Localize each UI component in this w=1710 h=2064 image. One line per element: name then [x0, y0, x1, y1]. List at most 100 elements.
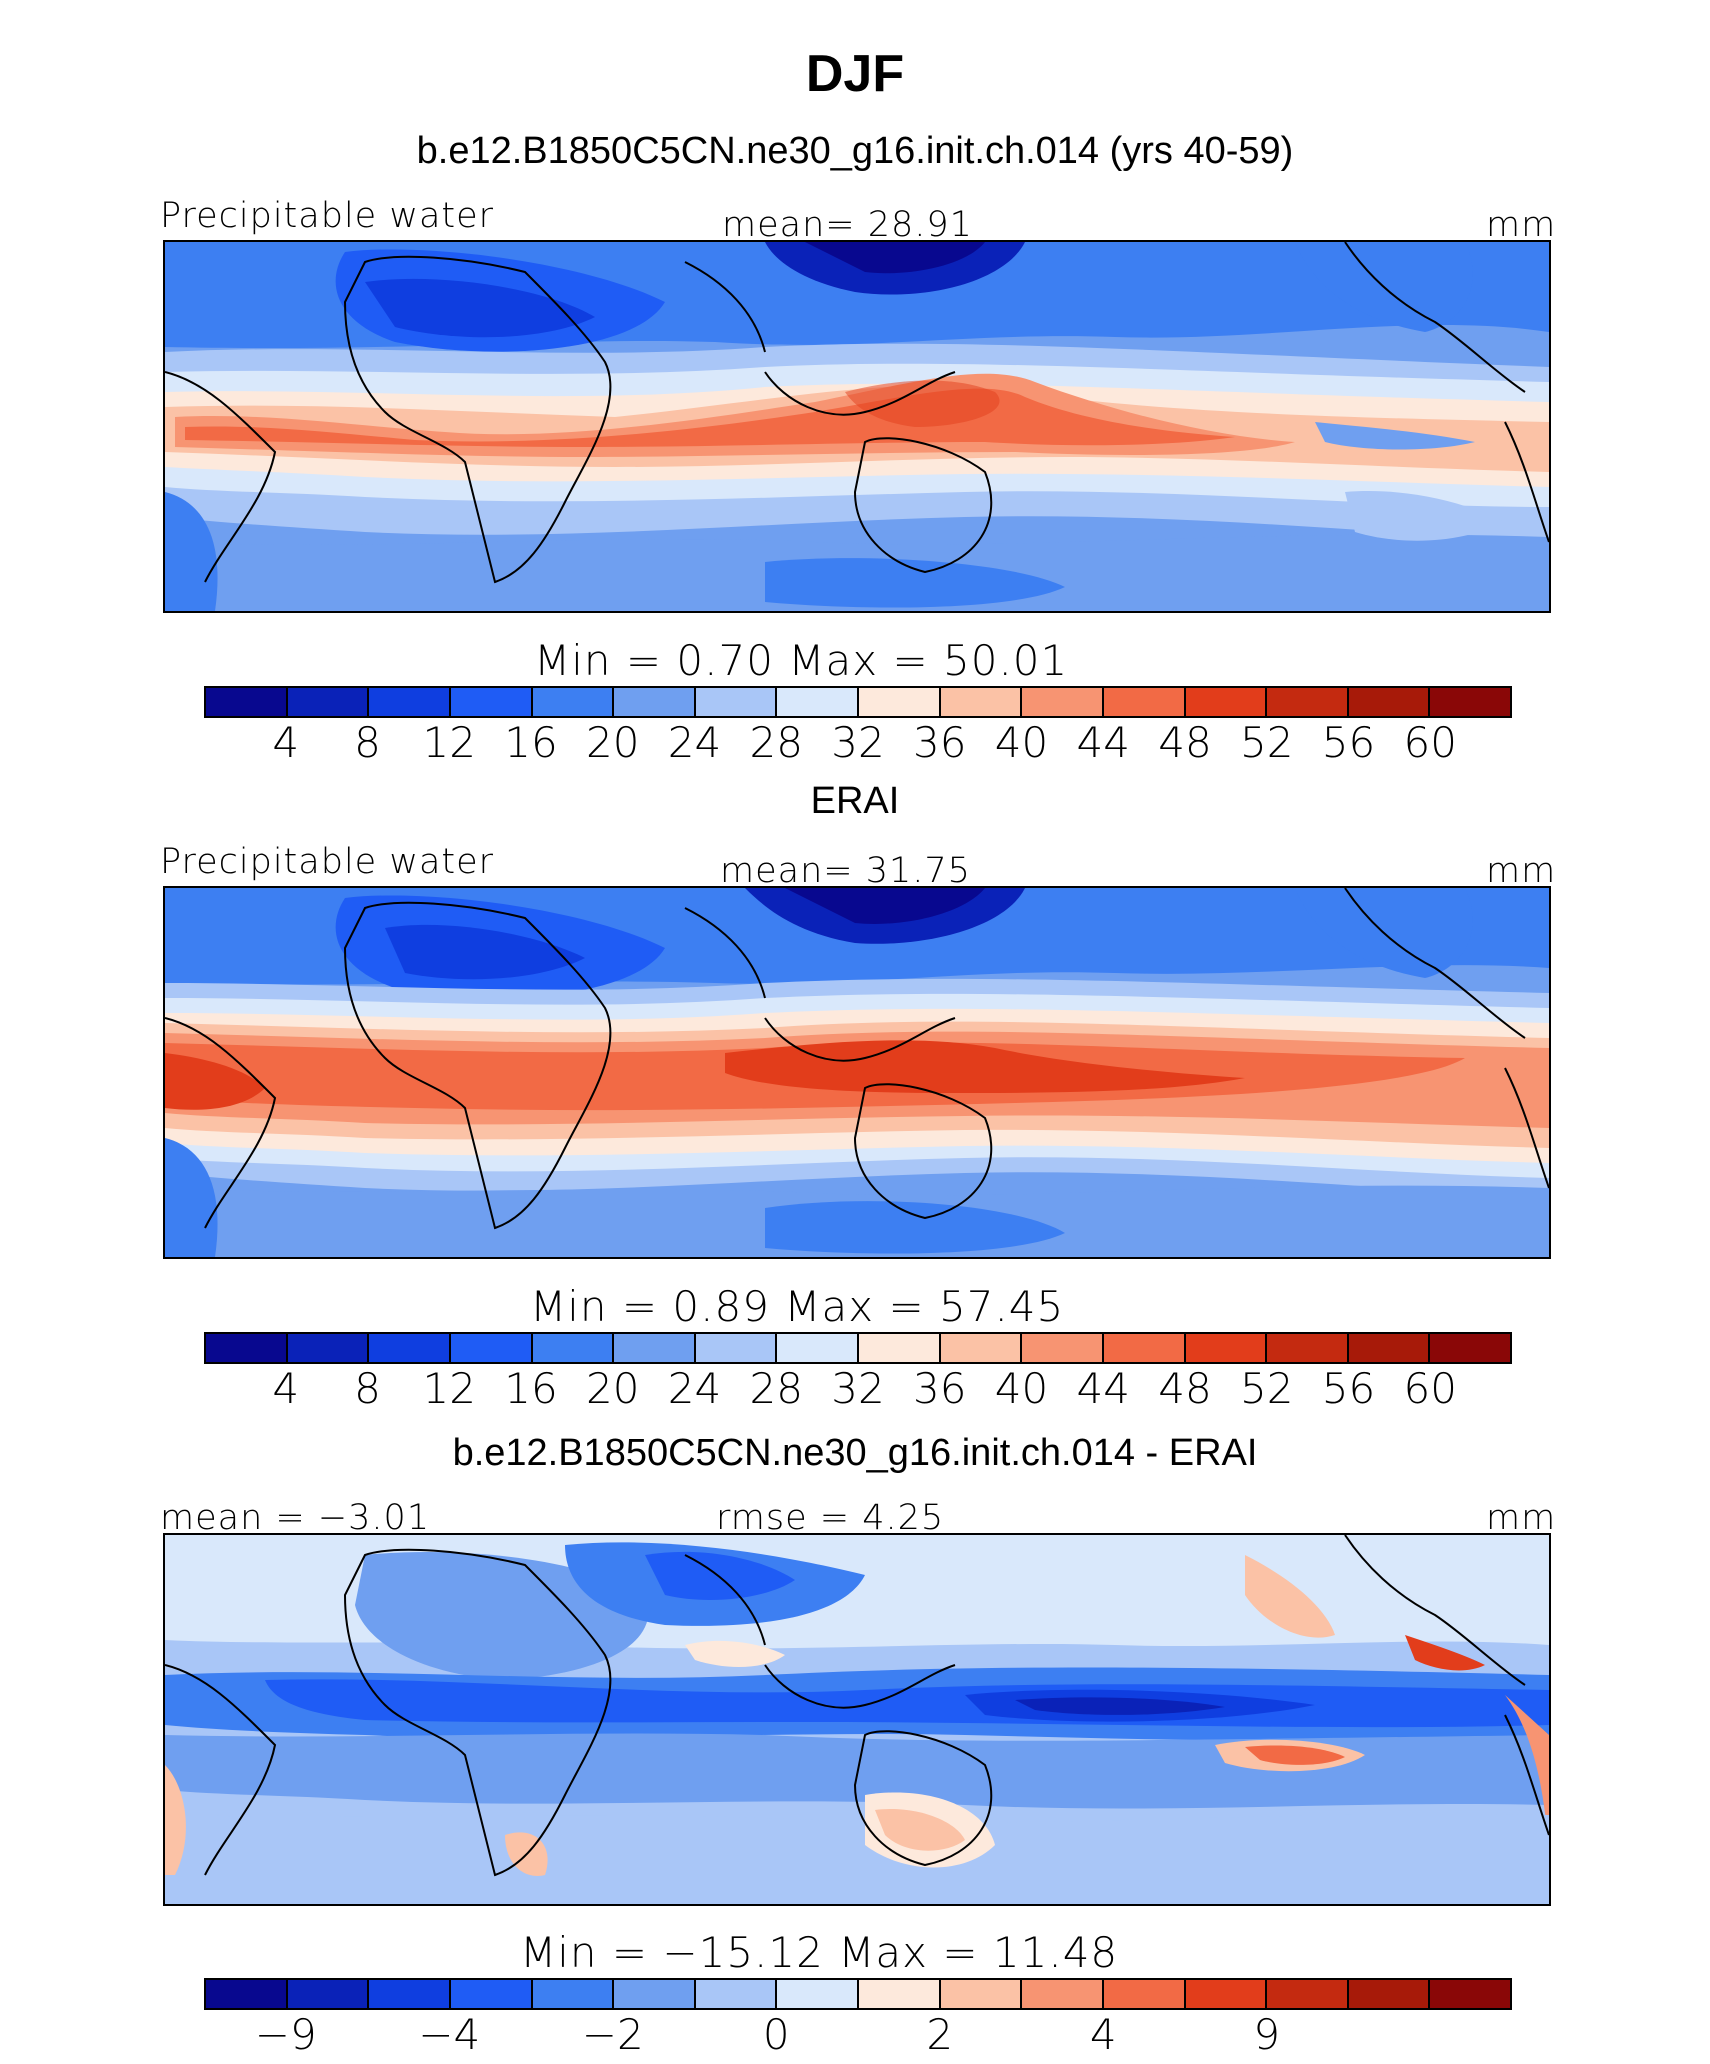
colorbar-swatch [940, 1980, 1023, 2008]
colorbar-swatch [450, 1980, 533, 2008]
colorbar-swatch [859, 1980, 941, 2008]
colorbar-tick-label: 28 [749, 1364, 803, 1413]
colorbar-swatch [287, 688, 370, 716]
panel-3-min-max: Min = −15.12 Max = 11.48 [520, 1928, 1119, 1977]
colorbar-tick-label: 12 [422, 1364, 476, 1413]
colorbar-swatch [532, 688, 615, 716]
colorbar-swatch [1103, 688, 1186, 716]
colorbar-tick-label: 36 [913, 718, 967, 767]
panel-3-map [163, 1533, 1551, 1906]
colorbar-tick-label: 52 [1240, 718, 1294, 767]
colorbar-tick-label: 0 [762, 2010, 790, 2059]
colorbar-tick-label: 24 [667, 1364, 722, 1413]
panel-1-mean-label: mean= 28.91 [722, 205, 973, 245]
colorbar-swatch [940, 1334, 1023, 1362]
colorbar-swatch [206, 1334, 288, 1362]
colorbar-tick-label: 44 [1076, 1364, 1130, 1413]
panel-1-tick-labels: 4 8 12 16 20 24 28 32 36 40 44 48 52 56 60 [0, 718, 1710, 768]
panel-3-title: b.e12.B1850C5CN.ne30_g16.init.ch.014 - E… [452, 1432, 1258, 1474]
colorbar-swatch [1022, 688, 1104, 716]
colorbar-swatch [1185, 1334, 1268, 1362]
colorbar-tick-label: 56 [1321, 718, 1376, 767]
colorbar-swatch [1348, 688, 1431, 716]
figure-title: DJF [805, 45, 905, 103]
colorbar-swatch [1348, 1334, 1431, 1362]
colorbar-tick-label: −2 [581, 2010, 644, 2059]
panel-2-variable-label: Precipitable water [160, 842, 495, 882]
colorbar-tick-label: 4 [1089, 2010, 1117, 2059]
colorbar-tick-label: 32 [831, 718, 885, 767]
colorbar-swatch [369, 1980, 451, 2008]
colorbar-tick-label: 32 [831, 1364, 885, 1413]
colorbar-swatch [1430, 688, 1510, 716]
panel-2-units-label: mm [1486, 851, 1557, 891]
panel-3-colorbar [204, 1978, 1512, 2010]
colorbar-swatch [940, 688, 1023, 716]
panel-2-field [165, 888, 1549, 1257]
colorbar-swatch [206, 1980, 288, 2008]
colorbar-tick-label: 20 [586, 1364, 640, 1413]
colorbar-tick-label: 52 [1240, 1364, 1294, 1413]
colorbar-swatch [1267, 1334, 1349, 1362]
colorbar-swatch [777, 1980, 859, 2008]
panel-2-title: ERAI [810, 780, 900, 822]
panel-1-variable-label: Precipitable water [160, 196, 495, 236]
colorbar-swatch [1185, 688, 1268, 716]
colorbar-tick-label: 2 [926, 2010, 954, 2059]
colorbar-tick-label: 4 [272, 718, 300, 767]
colorbar-tick-label: 60 [1403, 1364, 1457, 1413]
colorbar-swatch [614, 688, 696, 716]
colorbar-swatch [287, 1980, 370, 2008]
colorbar-swatch [287, 1334, 370, 1362]
colorbar-swatch [369, 688, 451, 716]
colorbar-swatch [777, 1334, 859, 1362]
colorbar-tick-label: 40 [994, 718, 1049, 767]
panel-1-colorbar [204, 686, 1512, 718]
colorbar-swatch [1430, 1334, 1510, 1362]
colorbar-tick-label: 56 [1321, 1364, 1376, 1413]
colorbar-tick-label: 12 [422, 718, 476, 767]
colorbar-swatch [532, 1980, 615, 2008]
colorbar-tick-label: 60 [1403, 718, 1457, 767]
colorbar-swatch [1185, 1980, 1268, 2008]
colorbar-swatch [369, 1334, 451, 1362]
colorbar-tick-label: 16 [504, 718, 558, 767]
panel-2-tick-labels: 4 8 12 16 20 24 28 32 36 40 44 48 52 56 60 [0, 1364, 1710, 1414]
colorbar-tick-label: 36 [913, 1364, 967, 1413]
colorbar-swatch [1022, 1334, 1104, 1362]
colorbar-swatch [859, 1334, 941, 1362]
panel-1-map [163, 240, 1551, 613]
colorbar-tick-label: 44 [1076, 718, 1130, 767]
colorbar-swatch [450, 1334, 533, 1362]
panel-1-title: b.e12.B1850C5CN.ne30_g16.init.ch.014 (yr… [416, 130, 1294, 172]
colorbar-tick-label: 48 [1158, 1364, 1212, 1413]
colorbar-tick-label: −4 [418, 2010, 481, 2059]
colorbar-swatch [859, 688, 941, 716]
colorbar-swatch [450, 688, 533, 716]
colorbar-tick-label: 20 [586, 718, 640, 767]
panel-3-units-label: mm [1486, 1498, 1557, 1538]
panel-3-field [165, 1535, 1549, 1904]
colorbar-swatch [614, 1334, 696, 1362]
colorbar-swatch [206, 688, 288, 716]
colorbar-tick-label: 16 [504, 1364, 558, 1413]
panel-3-mean-label: mean = −3.01 [160, 1498, 431, 1538]
colorbar-tick-label: 28 [749, 718, 803, 767]
colorbar-tick-label: −9 [254, 2010, 317, 2059]
colorbar-tick-label: 48 [1158, 718, 1212, 767]
panel-2-min-max: Min = 0.89 Max = 57.45 [530, 1282, 1065, 1331]
colorbar-swatch [1103, 1980, 1186, 2008]
colorbar-swatch [1348, 1980, 1431, 2008]
colorbar-swatch [695, 688, 778, 716]
colorbar-tick-label: 8 [354, 718, 381, 767]
colorbar-swatch [532, 1334, 615, 1362]
panel-1-units-label: mm [1486, 205, 1557, 245]
colorbar-tick-label: 8 [354, 1364, 381, 1413]
colorbar-swatch [1267, 688, 1349, 716]
panel-1-min-max: Min = 0.70 Max = 50.01 [534, 636, 1069, 685]
colorbar-tick-label: 24 [667, 718, 722, 767]
colorbar-swatch [614, 1980, 696, 2008]
colorbar-swatch [1022, 1980, 1104, 2008]
panel-2-map [163, 886, 1551, 1259]
panel-2-mean-label: mean= 31.75 [720, 851, 971, 891]
